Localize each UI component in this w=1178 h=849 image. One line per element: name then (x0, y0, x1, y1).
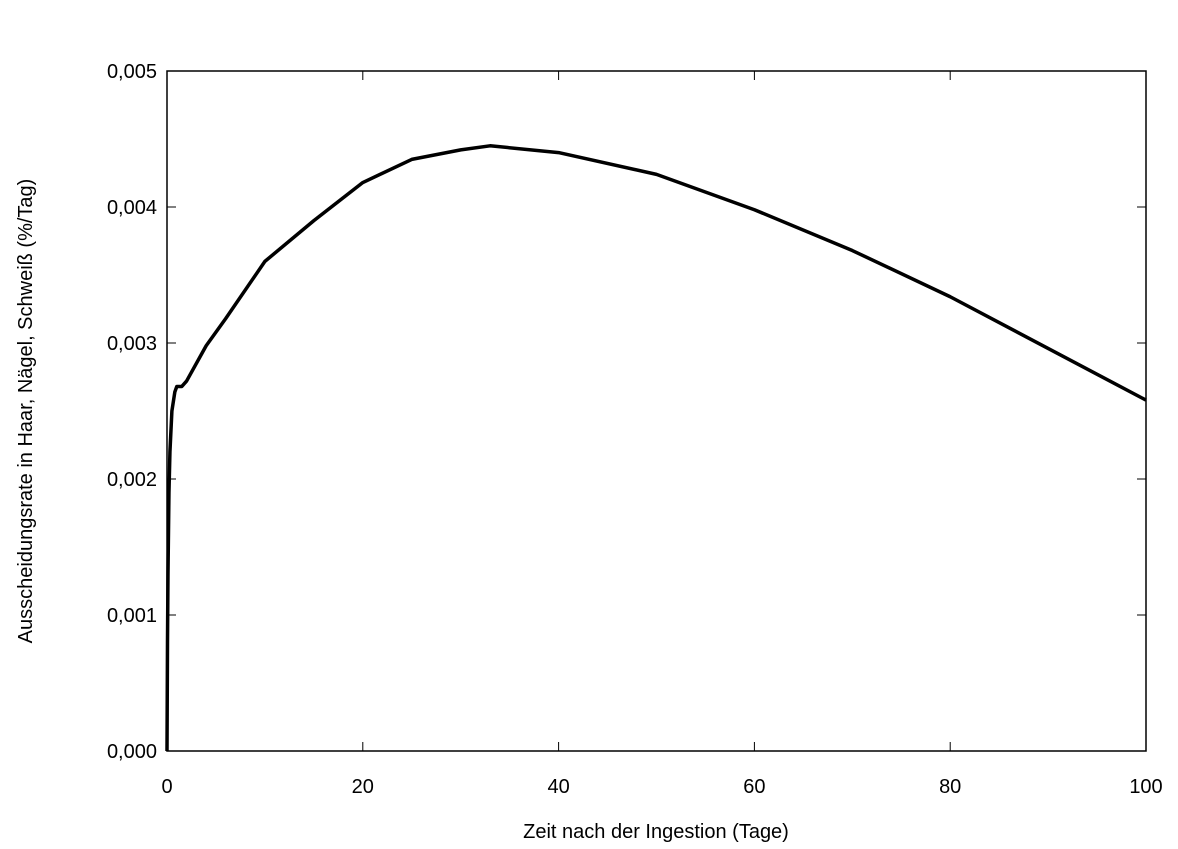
x-tick-label: 40 (547, 776, 569, 798)
y-tick-label: 0,002 (107, 469, 157, 491)
y-tick-label: 0,000 (107, 741, 157, 763)
x-tick-label: 80 (939, 776, 961, 798)
plot-frame (166, 70, 1147, 752)
y-tick-label: 0,001 (107, 605, 157, 627)
y-axis-label: Ausscheidungsrate in Haar, Nägel, Schwei… (15, 179, 37, 644)
y-tick-label: 0,003 (107, 333, 157, 355)
x-axis-label: Zeit nach der Ingestion (Tage) (523, 821, 789, 843)
x-tick-label: 0 (161, 776, 172, 798)
y-tick-label: 0,005 (107, 61, 157, 83)
x-tick-label: 60 (743, 776, 765, 798)
x-tick-label: 20 (352, 776, 374, 798)
line (165, 144, 1147, 752)
x-tick-label: 100 (1129, 776, 1162, 798)
y-tick-label: 0,004 (107, 197, 157, 219)
